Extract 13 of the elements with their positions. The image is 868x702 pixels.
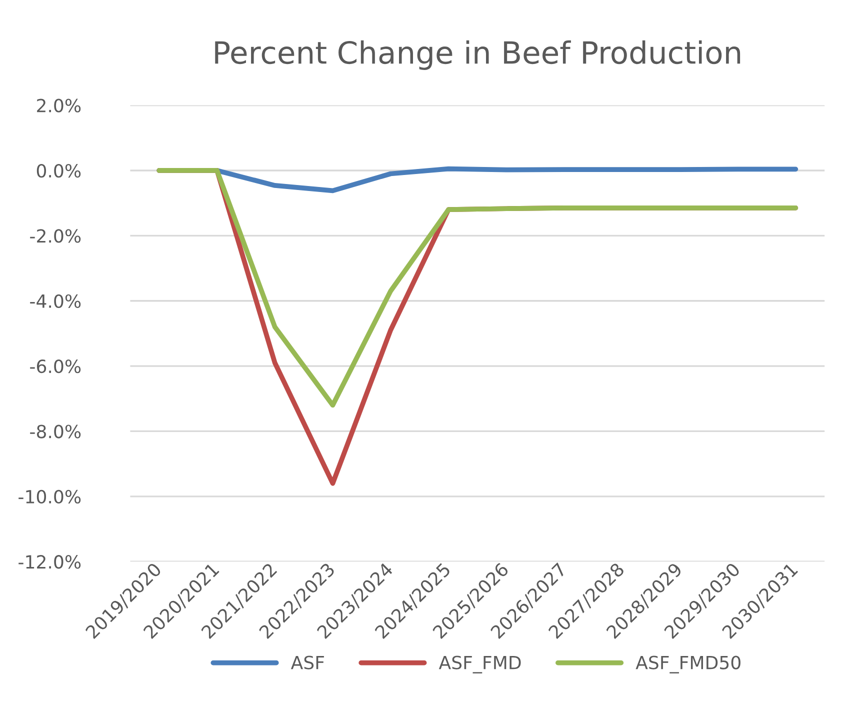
legend-label: ASF_FMD: [438, 656, 521, 674]
y-tick-label: -10.0%: [18, 490, 81, 504]
y-tick-label: 0.0%: [36, 164, 81, 178]
y-tick-label: -4.0%: [30, 294, 81, 308]
legend-label: ASF_FMD50: [636, 656, 740, 674]
y-tick-label: -2.0%: [30, 229, 81, 243]
y-tick-label: -6.0%: [30, 360, 81, 374]
line-series: [156, 168, 798, 408]
chart-title: Percent Change in Beef Production: [215, 40, 740, 70]
y-tick-label: 2.0%: [37, 98, 81, 112]
legend-label: ASF: [290, 656, 324, 670]
y-tick-label: -12.0%: [18, 555, 81, 569]
y-tick-label: -8.0%: [30, 424, 81, 438]
